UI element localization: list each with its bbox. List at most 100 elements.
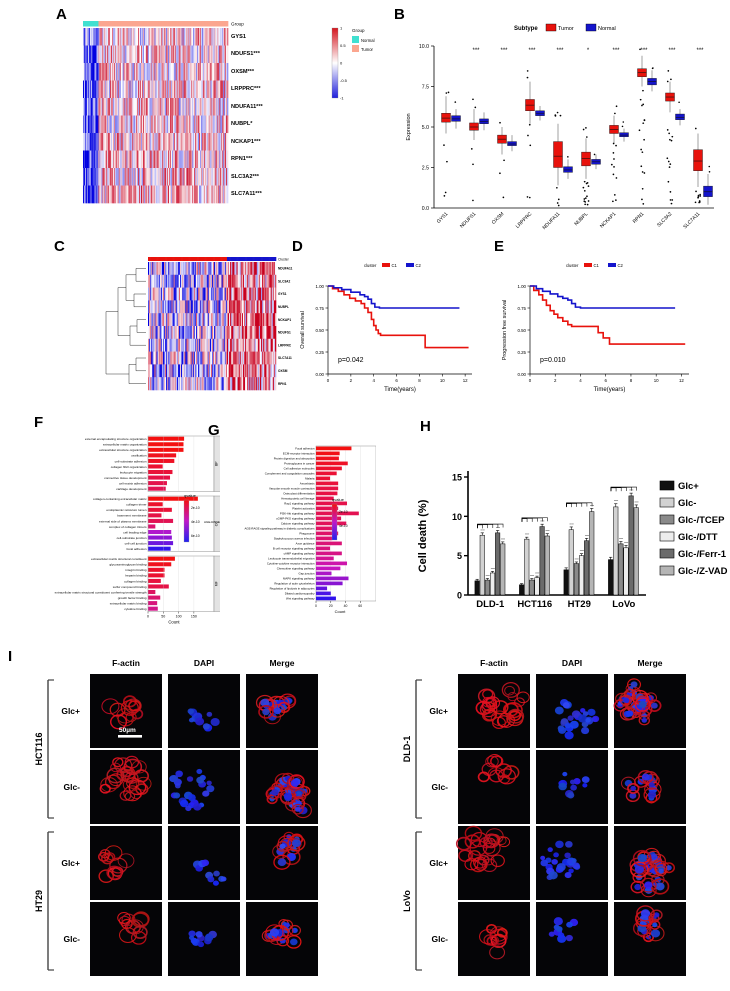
svg-text:2: 2 — [554, 378, 557, 383]
panel-f: external encapsulating structure organiz… — [30, 428, 220, 633]
svg-text:Glc-: Glc- — [431, 934, 448, 944]
svg-text:Staphylococcus aureus infectio: Staphylococcus aureus infection — [274, 537, 315, 541]
svg-text:Time(years): Time(years) — [384, 387, 416, 393]
svg-text:DLD-1: DLD-1 — [402, 736, 412, 763]
svg-text:0: 0 — [340, 61, 343, 66]
panel-g: Focal adhesion ECM-receptor interaction Pr… — [196, 436, 376, 634]
svg-text:collagen binding: collagen binding — [124, 579, 147, 583]
svg-text:collagen trimer: collagen trimer — [126, 503, 146, 507]
svg-text:2: 2 — [350, 378, 353, 383]
svg-text:0.00: 0.00 — [315, 372, 324, 377]
svg-text:****: **** — [496, 526, 500, 530]
svg-text:Wnt signaling pathway: Wnt signaling pathway — [286, 597, 315, 601]
svg-text:NDUFA11: NDUFA11 — [542, 211, 562, 231]
svg-text:****: **** — [629, 489, 633, 493]
svg-text:Malaria: Malaria — [305, 477, 315, 481]
svg-text:***: *** — [528, 48, 536, 54]
svg-text:****: **** — [491, 567, 495, 571]
svg-text:NCKAP1: NCKAP1 — [278, 318, 291, 322]
svg-text:50µm: 50µm — [119, 727, 136, 734]
svg-text:Cell adhesion molecules: Cell adhesion molecules — [284, 467, 315, 471]
svg-text:endoplasmic reticulum lumen: endoplasmic reticulum lumen — [106, 508, 146, 512]
svg-text:Glc-/Z-VAD: Glc-/Z-VAD — [678, 566, 728, 577]
svg-text:Glc-/TCEP: Glc-/TCEP — [678, 515, 725, 526]
svg-text:Hematopoietic cell lineage: Hematopoietic cell lineage — [281, 497, 315, 501]
panel-a-gene-label: SLC3A2*** — [231, 173, 259, 180]
svg-text:Glc+: Glc+ — [429, 858, 448, 868]
svg-text:8: 8 — [418, 378, 421, 383]
panel-d-km-plot: cluster C1 C2 1.00 0.75 0.50 0.25 0.000 2 4 6 8 10 1… — [300, 263, 472, 393]
svg-text:Merge: Merge — [269, 658, 294, 668]
svg-text:Tumor: Tumor — [361, 47, 374, 52]
svg-text:sulfur compound binding: sulfur compound binding — [113, 585, 147, 589]
svg-text:12: 12 — [679, 378, 684, 383]
svg-text:100: 100 — [176, 615, 182, 619]
svg-text:cGMP-PKG signaling pathway: cGMP-PKG signaling pathway — [276, 517, 315, 521]
svg-text:1.00: 1.00 — [315, 284, 324, 289]
svg-text:HT29: HT29 — [34, 890, 44, 912]
svg-text:****: **** — [530, 574, 534, 578]
panel-a-gene-label: GYS1 — [231, 33, 246, 40]
svg-text:NDUFA11: NDUFA11 — [278, 267, 293, 271]
panel-i-left: F-actin DAPI Merge 50µm Glc+ Glc- HCT116 Glc+… — [0, 648, 360, 991]
svg-text:****: **** — [535, 572, 539, 576]
svg-text:external side of plasma membra: external side of plasma membrane — [99, 519, 147, 523]
svg-text:****: **** — [590, 504, 594, 508]
panel-b-boxplot: Subtype Tumor Normal 10.0 7.5 5.0 2.5 0.0 Expre… — [406, 23, 714, 231]
svg-text:p=0.042: p=0.042 — [338, 357, 364, 364]
svg-text:Regulation of actin cytoskelet: Regulation of actin cytoskeleton — [274, 582, 315, 586]
svg-text:****: **** — [635, 500, 639, 504]
svg-text:Osteoclast differentiation: Osteoclast differentiation — [283, 492, 315, 496]
svg-text:C1: C1 — [594, 263, 600, 268]
svg-text:complex of collagen trimers: complex of collagen trimers — [109, 525, 147, 529]
svg-text:2e-10: 2e-10 — [191, 506, 200, 510]
svg-text:1: 1 — [340, 26, 343, 31]
panel-c: Cluster NDUFA11 SLC3A2 GYS1 NUBPL NCKAP1 NDUF… — [70, 248, 295, 403]
panel-e-km-plot: cluster C1 C2 1.00 0.75 0.50 0.25 0.000 2 4 6 8 10 1… — [502, 263, 689, 393]
panel-e: cluster C1 C2 1.00 0.75 0.50 0.25 0.00 0 2 4 6 8 10 1… — [494, 248, 709, 398]
svg-text:OXSM: OXSM — [278, 369, 288, 373]
svg-text:MAPK signaling pathway: MAPK signaling pathway — [283, 577, 315, 581]
svg-text:10: 10 — [452, 512, 462, 522]
svg-text:Time(years): Time(years) — [594, 387, 626, 393]
svg-text:cell leading edge: cell leading edge — [123, 530, 147, 534]
svg-text:HCT116: HCT116 — [517, 599, 552, 610]
svg-text:Cell death (%): Cell death (%) — [417, 499, 429, 572]
panel-a-gene-label: NUBPL* — [231, 121, 253, 128]
panel-a: Group GYS1 NDUFS1*** OXSM*** LRPPRC*** NDUFA… — [78, 18, 328, 223]
svg-text:***: *** — [556, 48, 564, 54]
svg-text:Glc+: Glc+ — [678, 481, 699, 492]
svg-text:8: 8 — [630, 378, 633, 383]
svg-text:0.00: 0.00 — [517, 372, 526, 377]
svg-text:***: *** — [640, 48, 648, 54]
svg-text:10: 10 — [654, 378, 659, 383]
svg-text:Amoebiasis: Amoebiasis — [300, 482, 315, 486]
svg-text:0.75: 0.75 — [315, 306, 324, 311]
svg-text:cell-cell junction: cell-cell junction — [125, 541, 147, 545]
svg-text:0: 0 — [457, 591, 462, 601]
panel-a-letter: A — [56, 6, 67, 23]
svg-text:0: 0 — [315, 604, 317, 608]
svg-text:***: *** — [500, 48, 508, 54]
panel-e-letter: E — [494, 238, 505, 255]
panel-i-right: F-actin DAPI Merge Glc+ Glc- DLD-1 Glc+ Glc- Lo… — [366, 648, 730, 991]
svg-text:Phagosome: Phagosome — [299, 532, 315, 536]
svg-text:Glc+: Glc+ — [61, 706, 80, 716]
panel-f-go-barchart: external encapsulating structure organiz… — [55, 435, 220, 625]
svg-text:NDUFS1: NDUFS1 — [459, 211, 478, 230]
panel-a-legend: 1 0.5 0 -0.5 -1 Group Normal Tumor — [330, 22, 390, 112]
svg-text:Cluster: Cluster — [278, 257, 290, 261]
svg-text:glycosaminoglycan binding: glycosaminoglycan binding — [110, 563, 147, 567]
panel-c-letter: C — [54, 238, 65, 255]
panel-c-heatmap: Cluster NDUFA11 SLC3A2 GYS1 NUBPL NCKAP1 NDUF… — [105, 257, 293, 391]
svg-text:Overall survival: Overall survival — [300, 311, 306, 349]
svg-text:heparin binding: heparin binding — [125, 574, 146, 578]
svg-text:****: **** — [546, 529, 550, 533]
svg-text:0.25: 0.25 — [315, 350, 324, 355]
svg-text:Count: Count — [335, 609, 347, 614]
svg-text:extracellular matrix binding: extracellular matrix binding — [110, 601, 147, 605]
svg-text:basement membrane: basement membrane — [117, 514, 147, 518]
svg-text:2.5: 2.5 — [422, 166, 429, 172]
